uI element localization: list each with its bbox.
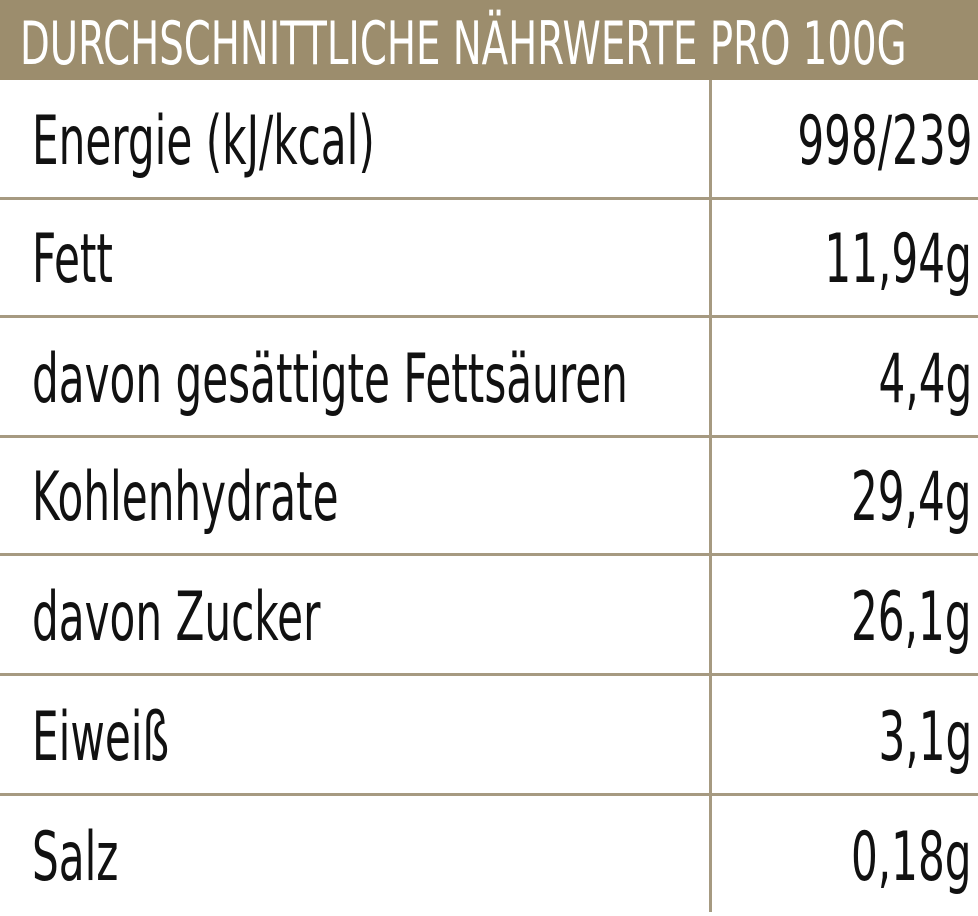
- nutrient-label: Fett: [32, 220, 113, 299]
- nutrition-header: DURCHSCHNITTLICHE NÄHRWERTE PRO 100G: [0, 0, 978, 80]
- nutrient-value: 0,18g: [851, 818, 972, 897]
- column-divider: [709, 80, 712, 912]
- nutrient-label: Energie (kJ/kcal): [32, 102, 375, 181]
- nutrient-value: 4,4g: [878, 340, 972, 419]
- nutrient-label: Eiweiß: [32, 698, 170, 777]
- nutrition-row-sugar: davon Zucker 26,1g: [0, 556, 978, 676]
- nutrient-label: Salz: [32, 818, 119, 897]
- nutrient-value: 29,4g: [851, 458, 972, 537]
- nutrition-row-fat: Fett 11,94g: [0, 198, 978, 318]
- nutrition-row-carbohydrates: Kohlenhydrate 29,4g: [0, 436, 978, 556]
- nutrient-label: davon gesättigte Fettsäuren: [32, 340, 628, 419]
- nutrition-row-protein: Eiweiß 3,1g: [0, 676, 978, 796]
- nutrition-row-salt: Salz 0,18g: [0, 796, 978, 916]
- nutrient-label: davon Zucker: [32, 578, 321, 657]
- nutrient-value: 998/239: [796, 102, 972, 181]
- nutrition-row-saturated-fat: davon gesättigte Fettsäuren 4,4g: [0, 318, 978, 438]
- nutrition-row-energy: Energie (kJ/kcal) 998/239: [0, 80, 978, 200]
- nutrient-label: Kohlenhydrate: [32, 458, 339, 537]
- nutrient-value: 11,94g: [824, 220, 972, 299]
- nutrition-table: Energie (kJ/kcal) 998/239 Fett 11,94g da…: [0, 80, 978, 912]
- nutrition-title: DURCHSCHNITTLICHE NÄHRWERTE PRO 100G: [20, 9, 907, 79]
- nutrient-value: 26,1g: [851, 578, 972, 657]
- nutrient-value: 3,1g: [878, 698, 972, 777]
